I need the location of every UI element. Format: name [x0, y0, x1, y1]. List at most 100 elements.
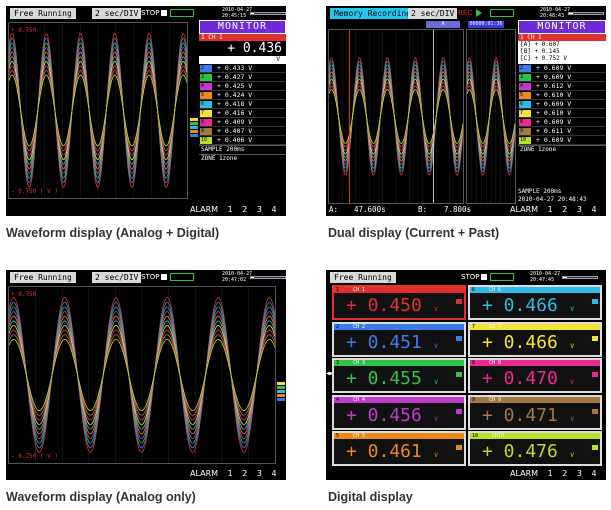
alarm-3[interactable]: 3	[576, 205, 582, 214]
waveform-trace-ch10	[9, 338, 275, 412]
ch1-block[interactable]: 1 CH 1 + 0.436 V	[199, 34, 286, 64]
cursor-line-a[interactable]	[349, 30, 350, 203]
channel-row[interactable]: 9 + 0.407 V	[199, 127, 286, 136]
alarm-2[interactable]: 2	[242, 469, 248, 478]
alarm-1[interactable]: 1	[227, 205, 233, 214]
channel-markers[interactable]	[190, 118, 198, 146]
ch1-label: 1 CH 1	[518, 34, 606, 41]
channel-row[interactable]: 3 + 0.427 V	[199, 73, 286, 82]
tile-channel-number: 6	[472, 287, 476, 293]
channel-row[interactable]: 8 + 0.409 V	[199, 118, 286, 127]
tile-header: 5 CH 5	[334, 433, 464, 439]
cursor-line-b[interactable]	[433, 30, 434, 203]
time-div-label[interactable]: 2 sec/DIV	[92, 272, 142, 283]
alarm-4[interactable]: 4	[271, 469, 277, 478]
digital-tile[interactable]: 8 CH 8 + 0.470 V	[468, 358, 602, 393]
alarm-3[interactable]: 3	[256, 205, 262, 214]
channel-row[interactable]: 2 + 0.609 V	[518, 64, 606, 73]
time-div-label[interactable]: 2 sec/DIV	[408, 8, 458, 19]
tile-value: + 0.456	[346, 404, 422, 426]
mode-label[interactable]: Free Running	[10, 8, 76, 19]
tile-header: 4 CH 4	[334, 396, 464, 403]
alarm-1[interactable]: 1	[547, 469, 553, 478]
channel-row[interactable]: 10 + 0.609 V	[518, 136, 606, 145]
digital-tile[interactable]: 2 CH 2 + 0.451 V	[332, 321, 466, 357]
alarm-4[interactable]: 4	[591, 205, 597, 214]
channel-row[interactable]: 5 + 0.610 V	[518, 91, 606, 100]
cursor-a-label: A:	[329, 205, 339, 214]
alarm-2[interactable]: 2	[562, 469, 568, 478]
digital-tile[interactable]: 5 CH 5 + 0.461 V	[332, 431, 466, 466]
tile-value: + 0.476	[482, 441, 558, 462]
past-waveform-svg	[329, 30, 463, 203]
tile-header: 8 CH 8	[470, 360, 600, 366]
channel-row[interactable]: 5 + 0.424 V	[199, 91, 286, 100]
channel-color-swatch: 3	[519, 74, 531, 81]
channel-row[interactable]: 6 + 0.418 V	[199, 100, 286, 109]
dual-display-screen: Memory Recording 2 sec/DIV REC 2010-04-2…	[326, 6, 606, 216]
datetime: 2010-04-27 20:45:15	[222, 7, 253, 19]
tile-channel-name: CH 7	[489, 323, 502, 330]
status-bar: Free Running 2 sec/DIV STOP 2010-04-27 20…	[6, 6, 286, 20]
channel-row[interactable]: 3 + 0.609 V	[518, 73, 606, 82]
digital-tile[interactable]: 7 CH 7 + 0.466 V	[468, 321, 602, 357]
alarm-4[interactable]: 4	[591, 469, 597, 478]
channel-row[interactable]: 4 + 0.425 V	[199, 82, 286, 91]
mode-label[interactable]: Memory Recording	[330, 8, 416, 19]
alarm-1[interactable]: 1	[227, 469, 233, 478]
battery-icon	[490, 273, 514, 281]
waveform-svg	[9, 23, 187, 198]
waveform-plot: + 0.750 - 0.750 ( V )	[8, 286, 276, 464]
y-axis-top: + 0.750	[11, 291, 37, 298]
tile-value: + 0.466	[482, 331, 558, 353]
ch1-block[interactable]: 1 CH 1 [A] + 0.607 [B] + 0.145 [C] + 0.7…	[518, 34, 606, 64]
time-div-label[interactable]: 2 sec/DIV	[92, 8, 142, 19]
caption-waveform-analog: Waveform display (Analog only)	[6, 490, 196, 504]
cursor-a-flag[interactable]: A	[426, 21, 460, 28]
alarm-1[interactable]: 1	[547, 205, 553, 214]
digital-tile[interactable]: 1 CH 1 + 0.450 V	[332, 285, 466, 320]
channel-row[interactable]: 10 + 0.406 V	[199, 136, 286, 145]
channel-value: + 0.418 V	[217, 100, 253, 108]
channel-row[interactable]: 6 + 0.609 V	[518, 100, 606, 109]
alarm-label: ALARM	[510, 205, 539, 214]
alarm-2[interactable]: 2	[562, 205, 568, 214]
tile-value: + 0.450	[346, 295, 422, 316]
channel-row[interactable]: 4 + 0.612 V	[518, 82, 606, 91]
status-bar: Free Running 2 sec/DIV STOP 2010-04-27 20…	[6, 270, 286, 284]
tile-value: + 0.461	[346, 441, 422, 462]
ch1-unit: V	[276, 56, 280, 63]
alarm-3[interactable]: 3	[256, 469, 262, 478]
alarm-label: ALARM	[510, 469, 539, 478]
channel-color-swatch: 4	[200, 83, 212, 90]
digital-tile[interactable]: 9 CH 9 + 0.471 V	[468, 394, 602, 430]
mode-label[interactable]: Free Running	[330, 272, 396, 283]
alarm-3[interactable]: 3	[576, 469, 582, 478]
channel-row[interactable]: 7 + 0.610 V	[518, 109, 606, 118]
channel-row[interactable]: 8 + 0.609 V	[518, 118, 606, 127]
channel-color-swatch: 2	[519, 65, 531, 72]
scroll-left-icon[interactable]: ◀▶	[326, 370, 334, 377]
tile-marker-icon	[592, 445, 598, 450]
tile-value: + 0.470	[482, 368, 558, 389]
channel-color-swatch: 9	[200, 128, 212, 135]
digital-tile[interactable]: 3 CH 3 + 0.455 V	[332, 358, 466, 393]
channel-row[interactable]: 9 + 0.611 V	[518, 127, 606, 136]
channel-markers[interactable]	[277, 382, 285, 410]
datetime: 2010-04-27 20:48:43	[540, 7, 571, 19]
alarm-4[interactable]: 4	[271, 205, 277, 214]
channel-value: + 0.425 V	[217, 82, 253, 90]
footer-datetime: 2010-04-27 20:48:43	[518, 196, 587, 203]
monitor-title: MONITOR	[518, 20, 606, 34]
battery-icon	[490, 9, 514, 17]
digital-tile[interactable]: 4 CH 4 + 0.456 V	[332, 394, 466, 430]
digital-tile[interactable]: 6 CH 6 + 0.466 V	[468, 285, 602, 320]
mode-label[interactable]: Free Running	[10, 272, 76, 283]
channel-row[interactable]: 7 + 0.416 V	[199, 109, 286, 118]
memory-progress	[250, 276, 286, 279]
alarm-2[interactable]: 2	[242, 205, 248, 214]
digital-tile[interactable]: 10 CH10 + 0.476 V	[468, 431, 602, 466]
channel-list: 2 + 0.433 V 3 + 0.427 V 4 + 0.425 V 5 + 0.424 V…	[199, 64, 286, 145]
tile-unit: V	[434, 342, 438, 350]
channel-row[interactable]: 2 + 0.433 V	[199, 64, 286, 73]
